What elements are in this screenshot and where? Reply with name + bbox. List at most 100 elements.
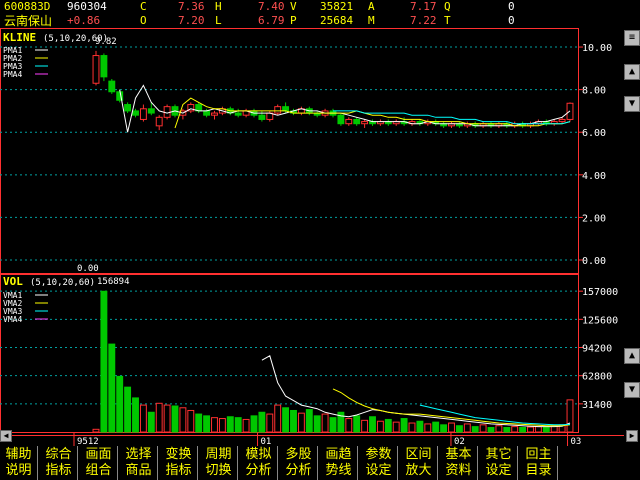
- scroll-right-button[interactable]: ▶: [626, 430, 638, 442]
- grid-lines: [0, 46, 578, 405]
- quote-key-h: H: [215, 0, 222, 13]
- quote-row-1: 600883D 960304 C 7.36 H 7.40 V 35821 A 7…: [0, 0, 515, 14]
- volume-bar: [337, 411, 345, 433]
- volume-bar: [218, 418, 226, 433]
- pma4-legend: PMA4: [3, 70, 22, 79]
- quote-val-m: 7.22: [410, 14, 437, 27]
- volume-bar: [139, 404, 147, 433]
- kline-y-tick-label: 6.00: [582, 128, 606, 139]
- volume-bar: [155, 402, 163, 433]
- function-button-label-top: 选择: [125, 447, 152, 462]
- scroll-up-button[interactable]: ▲: [624, 64, 640, 80]
- function-button-10[interactable]: 区间 放大: [400, 446, 438, 480]
- vol-panel-frame: [0, 274, 579, 433]
- candle-body: [92, 55, 100, 84]
- volume-bar: [211, 417, 218, 433]
- kline-chart[interactable]: 10.00 8.00 6.00 4.00 2.00 0.00 157000 125600 942…: [0, 28, 640, 446]
- volume-bar: [384, 418, 392, 433]
- volume-bar: [503, 427, 511, 433]
- vol-y-tick-label: 157000: [582, 287, 618, 298]
- vma3-legend: VMA3: [3, 307, 22, 316]
- function-button-label-bottom: 分析: [285, 463, 312, 478]
- volume-bar: [463, 423, 471, 433]
- volume-bar: [179, 407, 187, 433]
- function-button-5[interactable]: 周期 切换: [200, 446, 238, 480]
- kline-ma-legend: PMA1 PMA2 PMA3 PMA4: [3, 46, 48, 79]
- vol-max-label: 156894: [97, 277, 130, 287]
- volume-bar: [471, 426, 479, 433]
- function-button-9[interactable]: 参数 设定: [360, 446, 398, 480]
- scroll-left-button[interactable]: ◀: [0, 430, 12, 442]
- volume-bar: [361, 419, 369, 433]
- quote-val-v: 35821: [320, 0, 354, 13]
- volume-bar: [527, 426, 534, 433]
- function-button-label-top: 参数: [365, 447, 392, 462]
- scroll-menu-button[interactable]: ≡: [624, 30, 640, 46]
- function-button-11[interactable]: 基本 资料: [440, 446, 478, 480]
- function-button-label-top: 变换: [165, 447, 192, 462]
- function-button-6[interactable]: 模拟 分析: [240, 446, 278, 480]
- function-button-13[interactable]: 回主 目录: [520, 446, 558, 480]
- quote-val-a: 7.17: [410, 0, 437, 13]
- volume-bar: [226, 416, 234, 433]
- volume-bar: [329, 417, 337, 433]
- function-button-1[interactable]: 综合 指标: [40, 446, 78, 480]
- function-button-7[interactable]: 多股 分析: [280, 446, 318, 480]
- volume-bar: [171, 405, 179, 433]
- vol-y-tick-label: 62800: [582, 372, 612, 383]
- vma1-legend: VMA1: [3, 291, 22, 300]
- volume-bar: [242, 418, 250, 433]
- scroll-down-button[interactable]: ▼: [624, 96, 640, 112]
- function-button-12[interactable]: 其它 设定: [480, 446, 518, 480]
- function-button-label-top: 多股: [285, 447, 312, 462]
- function-button-label-bottom: 资料: [445, 463, 472, 478]
- vol-scroll-up-button[interactable]: ▲: [624, 348, 640, 364]
- volume-ma-line-2: [332, 388, 571, 427]
- quote-key-o: O: [140, 14, 147, 27]
- volume-bar: [187, 409, 195, 433]
- quote-val-q: 0: [508, 0, 515, 13]
- quote-key-t: T: [444, 14, 451, 27]
- volume-bar: [100, 290, 108, 433]
- function-button-3[interactable]: 选择 商品: [120, 446, 158, 480]
- kline-title: KLINE: [3, 31, 36, 44]
- volume-bar: [305, 409, 313, 433]
- function-button-label-top: 区间: [405, 447, 432, 462]
- kline-params: (5,10,20,60): [43, 34, 108, 44]
- volume-bar: [566, 399, 574, 433]
- function-button-label-top: 回主: [525, 447, 552, 462]
- volume-ma-line-3: [419, 404, 571, 426]
- volume-bar: [274, 404, 282, 433]
- volume-bar: [297, 412, 305, 433]
- volume-bar: [345, 418, 353, 433]
- function-button-8[interactable]: 画趋 势线: [320, 446, 358, 480]
- x-axis-label: 02: [454, 437, 465, 446]
- vol-title: VOL: [3, 275, 23, 288]
- volume-bar: [195, 413, 203, 433]
- kline-y-tick-label: 8.00: [582, 86, 606, 97]
- price-ma-line-1: [119, 84, 571, 133]
- volume-bar: [92, 428, 100, 433]
- quote-header: 600883D 960304 C 7.36 H 7.40 V 35821 A 7…: [0, 0, 640, 28]
- volume-bar: [234, 417, 242, 433]
- volume-bar: [108, 343, 116, 433]
- candle-body: [558, 118, 566, 123]
- candle-body: [353, 118, 361, 125]
- stock-code[interactable]: 600883D: [4, 0, 51, 13]
- candle-body: [155, 116, 163, 127]
- vol-scroll-down-button[interactable]: ▼: [624, 382, 640, 398]
- quote-val-l: 6.79: [258, 14, 285, 27]
- function-button-2[interactable]: 画面 组合: [80, 446, 118, 480]
- function-button-label-bottom: 设定: [485, 463, 512, 478]
- vol-ma-legend: VMA1 VMA2 VMA3 VMA4: [3, 291, 48, 324]
- function-button-0[interactable]: 辅助 说明: [0, 446, 38, 480]
- vol-y-tick-label: 125600: [582, 315, 618, 326]
- function-button-label-bottom: 说明: [5, 463, 32, 478]
- function-button-label-bottom: 指标: [45, 463, 72, 478]
- x-ticks-group: 9512 01 02 03: [73, 433, 581, 446]
- function-button-label-top: 画面: [85, 447, 112, 462]
- vma2-legend: VMA2: [3, 299, 22, 308]
- function-button-4[interactable]: 变换 指标: [160, 446, 198, 480]
- function-button-label-bottom: 放大: [405, 463, 432, 478]
- function-button-label-top: 综合: [45, 447, 72, 462]
